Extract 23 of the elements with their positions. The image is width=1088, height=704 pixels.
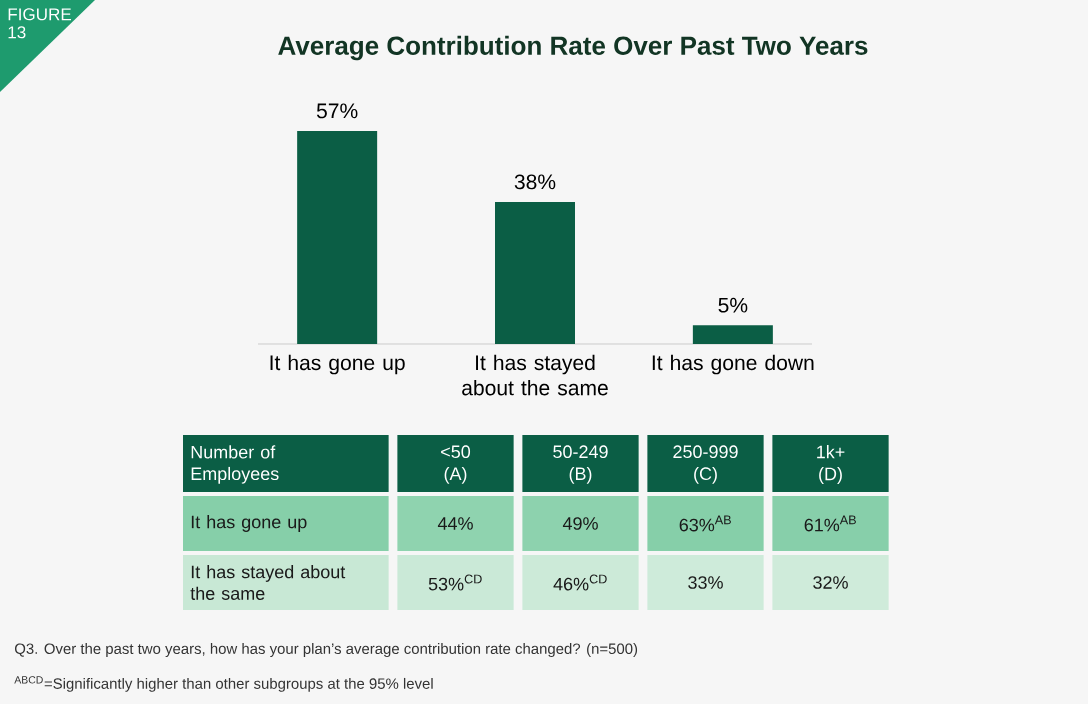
data-label: 38%	[514, 174, 556, 190]
data-label: 63%$^{AB}$	[679, 515, 731, 532]
data-label: 33%	[688, 576, 723, 589]
text: Q3. Over the past two years, how has your plan’s average contribution rate changed? (n=500)	[14, 643, 638, 657]
x-tick-label: It has stayed about the same	[462, 354, 608, 396]
x-tick-label: 1k+ (D)	[817, 445, 845, 484]
data-label: 5%	[718, 297, 748, 313]
data-label: 32%	[813, 576, 848, 589]
data-label: 57%	[316, 103, 358, 119]
data-label: 49%	[562, 517, 598, 530]
x-tick-label: It has gone down	[652, 354, 814, 375]
data-label: 53%$^{CD}$	[428, 574, 482, 591]
x-tick-label: <50 (A)	[441, 445, 471, 484]
x-tick-label: 250-999 (C)	[673, 445, 738, 484]
data-label: 46%$^{CD}$	[553, 574, 607, 591]
caption: FIGURE 13	[8, 8, 72, 39]
data-label: 61%$^{AB}$	[804, 515, 856, 532]
x-tick-label: It has gone up	[270, 354, 405, 375]
x-tick-label: 50-249 (B)	[553, 445, 608, 484]
x-axis-title: Number of Employees	[191, 445, 279, 484]
chart-title: Average Contribution Rate Over Past Two Years	[278, 35, 868, 61]
data-label: 44%	[437, 517, 473, 530]
text: $^{ABCD}$=Significantly higher than other subgroups at the 95% level	[14, 676, 433, 692]
